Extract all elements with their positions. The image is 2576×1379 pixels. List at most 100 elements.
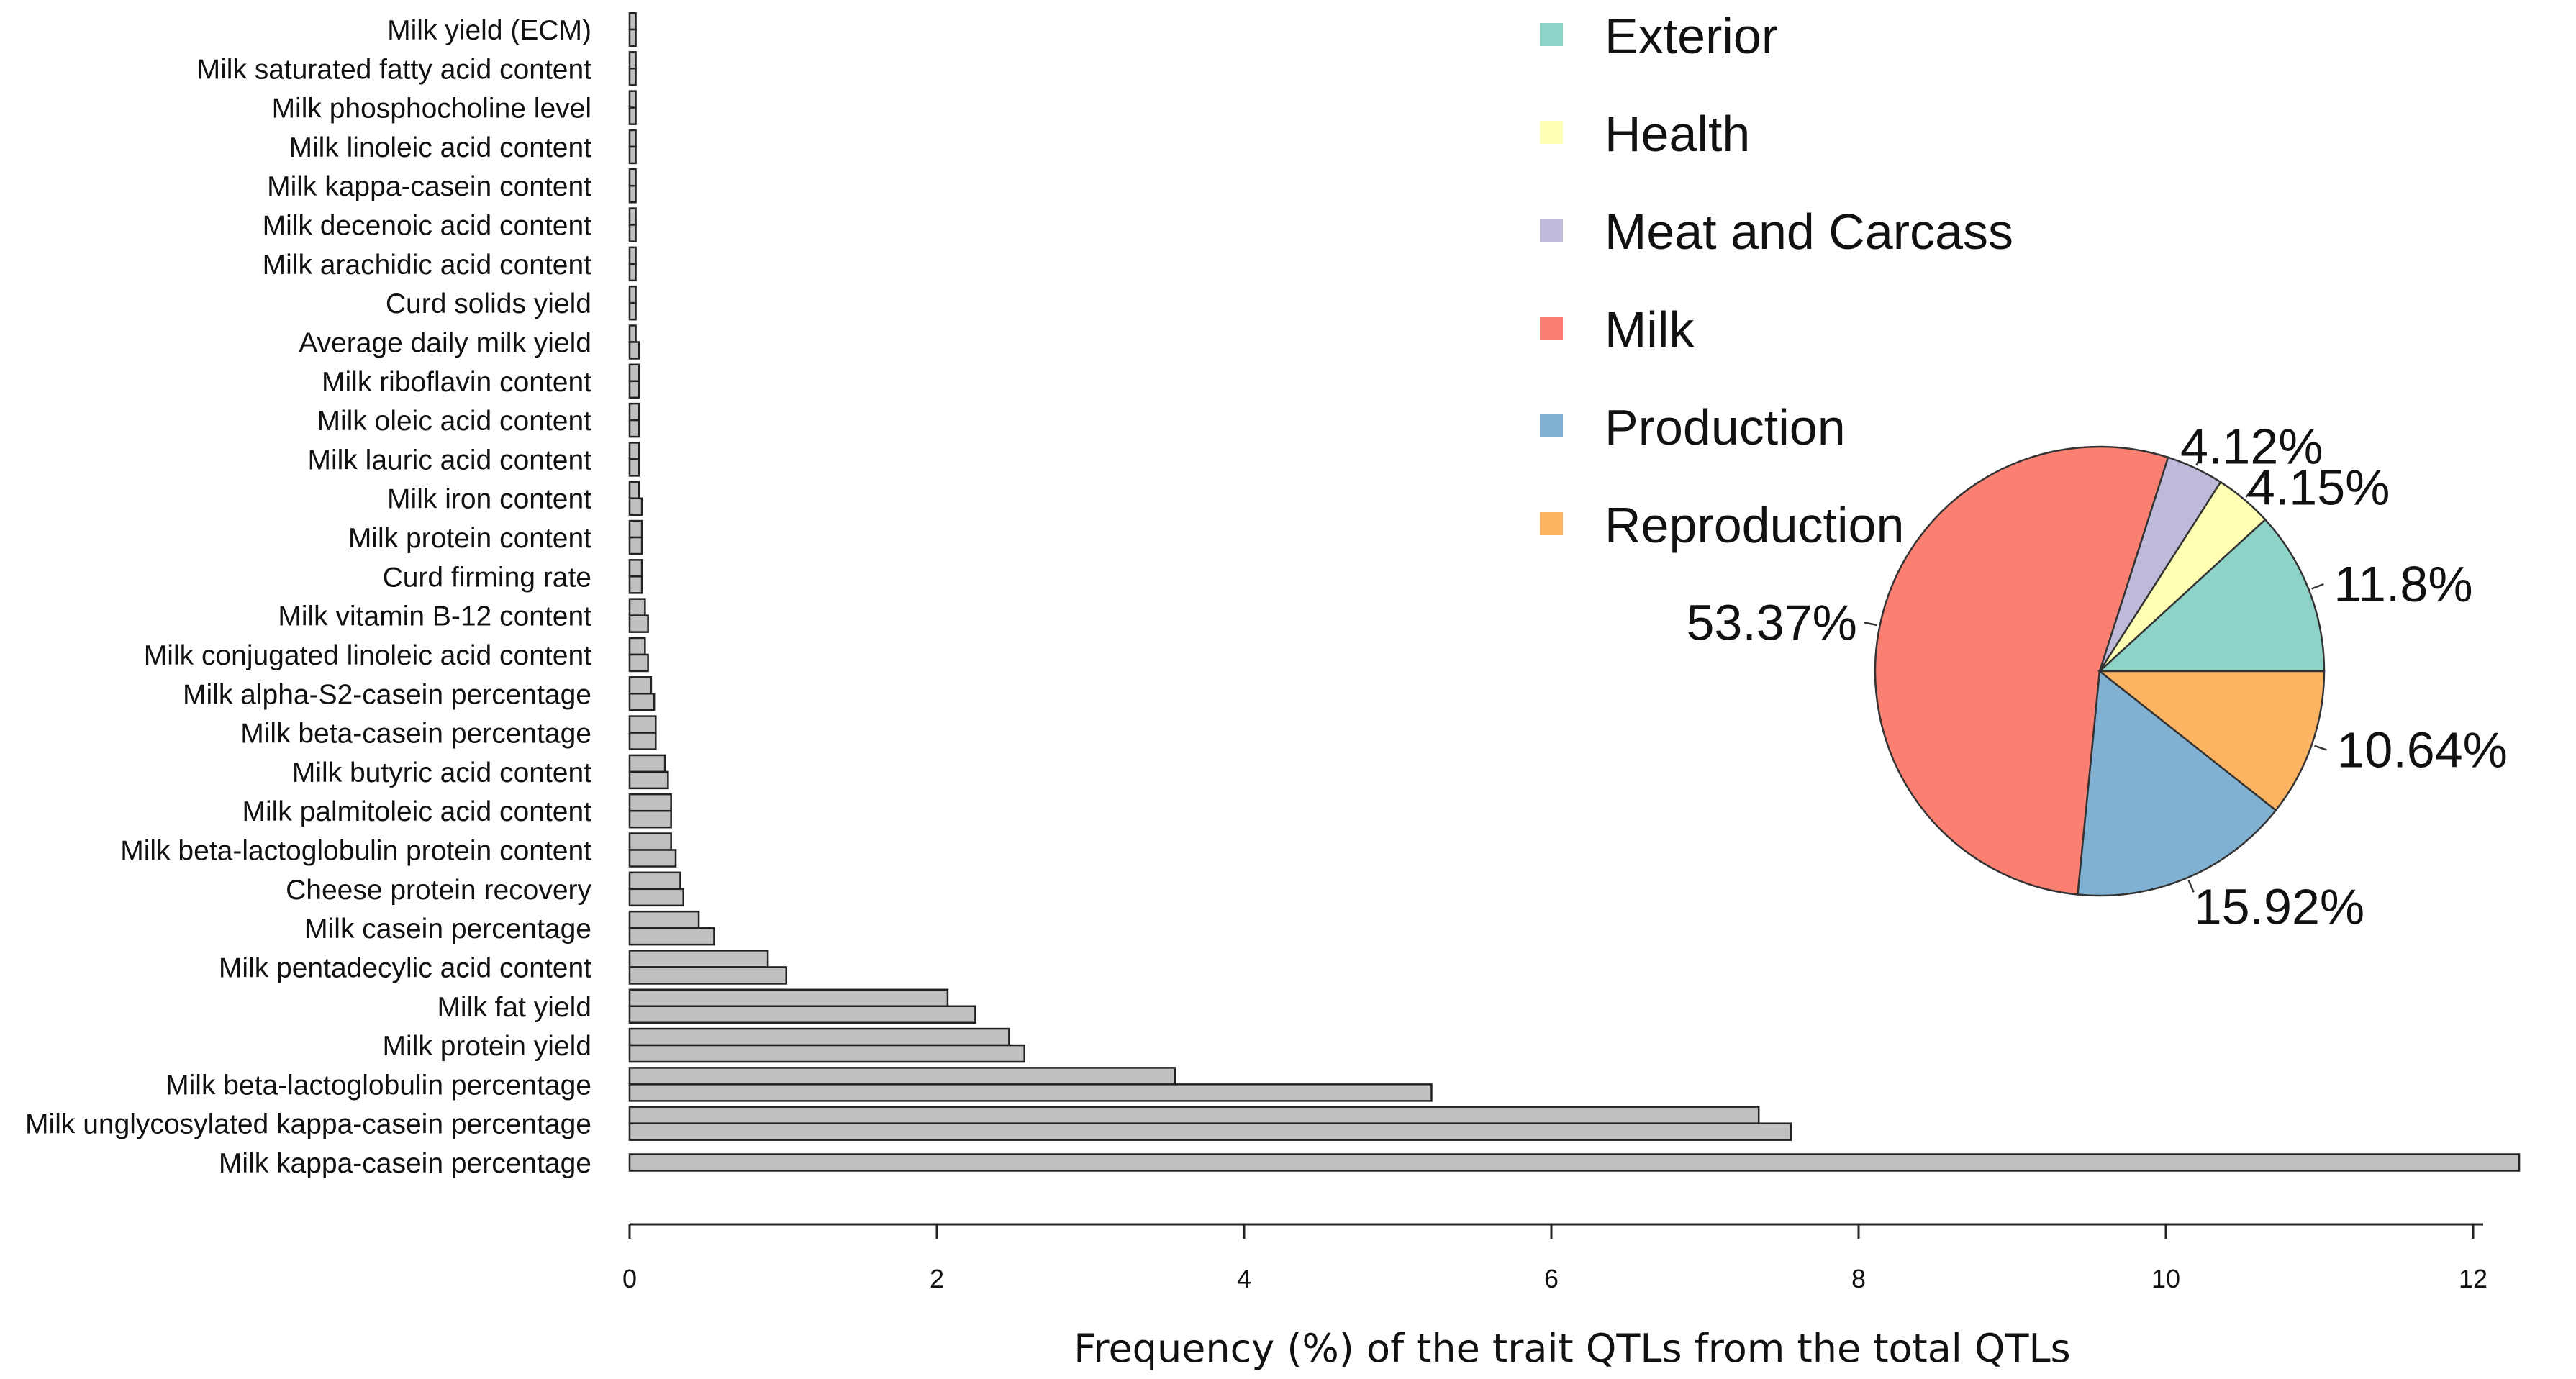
pie-label-leader: [1864, 622, 1877, 627]
bar: [628, 1106, 1760, 1124]
pie-slice: [2077, 669, 2277, 897]
bar: [628, 129, 637, 148]
y-axis-label: Milk palmitoleic acid content: [242, 796, 591, 827]
bar: [628, 519, 643, 539]
bar: [628, 402, 640, 422]
bar: [628, 1083, 1433, 1102]
y-axis-label: Milk lauric acid content: [308, 445, 592, 475]
bar: [628, 1027, 1010, 1047]
pie-slice-label: 53.37%: [1686, 594, 1856, 650]
pie-label-leader: [2195, 453, 2203, 466]
y-axis-label: Milk vitamin B-12 content: [278, 601, 591, 632]
bar: [628, 927, 715, 946]
bar: [628, 224, 637, 242]
legend-swatch: [1540, 414, 1563, 437]
legend-swatch: [1540, 121, 1563, 144]
x-axis-title: Frequency (%) of the trait QTLs from the…: [1074, 1326, 2070, 1371]
bar: [628, 1122, 1792, 1141]
bar: [628, 341, 640, 360]
bar: [628, 754, 666, 773]
y-axis-label: Milk protein yield: [383, 1031, 591, 1062]
legend-label: Milk: [1605, 301, 1695, 358]
y-axis-label: Cheese protein recovery: [286, 875, 591, 906]
bar: [628, 637, 646, 656]
y-axis-label: Milk phosphocholine level: [272, 94, 591, 124]
bar: [628, 145, 637, 165]
pie-legend: Exterior Health Meat and Carcass Milk Produc…: [1540, 8, 2013, 553]
pie-labels: 11.8% 4.15%4.12% 53.37% 15.92% 10.64%: [1686, 419, 2507, 935]
bar: [628, 732, 657, 750]
legend-label: Meat and Carcass: [1605, 204, 2013, 260]
pie-label-leader: [2311, 583, 2324, 590]
bar: [628, 653, 649, 673]
y-axis-label: Milk yield (ECM): [387, 15, 591, 46]
y-axis-label: Milk alpha-S2-casein percentage: [183, 679, 591, 710]
bar: [628, 481, 640, 499]
bar: [628, 363, 640, 383]
legend-label: Reproduction: [1605, 497, 1904, 553]
bar: [628, 575, 643, 594]
bar: [628, 950, 769, 968]
pie-label-leader: [2245, 486, 2255, 498]
bar: [628, 871, 681, 891]
legend-label: Exterior: [1605, 8, 1778, 64]
x-tick-label: 12: [2459, 1264, 2487, 1293]
bar: [628, 536, 643, 555]
bar: [628, 419, 640, 438]
bar: [628, 676, 653, 695]
bar: [628, 693, 656, 711]
bar: [628, 51, 637, 70]
y-axis-label: Milk kappa-casein percentage: [219, 1148, 591, 1179]
y-axis-label: Milk unglycosylated kappa-casein percent…: [25, 1109, 591, 1140]
bars: [628, 12, 2521, 1172]
y-axis-label: Milk iron content: [387, 484, 591, 515]
y-axis-label: Milk oleic acid content: [317, 406, 591, 437]
bar: [628, 263, 637, 282]
legend-label: Health: [1605, 106, 1750, 162]
pie-slice: [2097, 518, 2326, 673]
x-tick-label: 2: [930, 1264, 944, 1293]
bar: [628, 324, 637, 343]
y-axis-label: Average daily milk yield: [299, 327, 591, 358]
y-axis-label: Milk riboflavin content: [322, 367, 591, 398]
bar: [628, 68, 637, 86]
legend-swatch: [1540, 512, 1563, 535]
bar: [628, 207, 637, 226]
x-tick-label: 6: [1544, 1264, 1559, 1293]
bar: [628, 442, 640, 460]
pie-label-leader: [2187, 880, 2195, 893]
y-axis-label: Milk arachidic acid content: [263, 250, 592, 281]
pie-slice-label: 4.15%: [2247, 459, 2390, 515]
bar: [628, 1067, 1176, 1086]
x-tick-label: 0: [622, 1264, 637, 1293]
legend-swatch: [1540, 23, 1563, 46]
x-tick-label: 10: [2151, 1264, 2180, 1293]
y-axis-label: Milk butyric acid content: [292, 757, 591, 788]
bar: [628, 793, 672, 812]
pie-slice-label: 15.92%: [2194, 878, 2364, 934]
bar: [628, 184, 637, 204]
y-axis-label: Milk kappa-casein content: [267, 171, 591, 202]
bar: [628, 1044, 1025, 1063]
y-axis-label: Milk decenoic acid content: [263, 211, 592, 242]
bar: [628, 809, 672, 829]
y-axis-label: Milk linoleic acid content: [289, 132, 591, 163]
y-axis-label: Milk pentadecylic acid content: [219, 952, 591, 983]
x-tick-label: 4: [1237, 1264, 1251, 1293]
bar: [628, 888, 684, 907]
bar: [628, 832, 672, 851]
bar: [628, 168, 637, 187]
pie-slice-label: 10.64%: [2337, 722, 2508, 778]
bar: [628, 497, 643, 516]
pie-slice-label: 4.12%: [2180, 419, 2323, 475]
bar: [628, 966, 788, 985]
bar: [628, 598, 646, 616]
bar: [628, 910, 700, 929]
y-axis-label: Milk fat yield: [437, 992, 591, 1023]
y-axis-label: Milk beta-lactoglobulin percentage: [165, 1070, 591, 1101]
legend-label: Production: [1605, 399, 1846, 455]
bar: [628, 770, 669, 790]
y-axis-label: Milk beta-casein percentage: [240, 719, 591, 750]
